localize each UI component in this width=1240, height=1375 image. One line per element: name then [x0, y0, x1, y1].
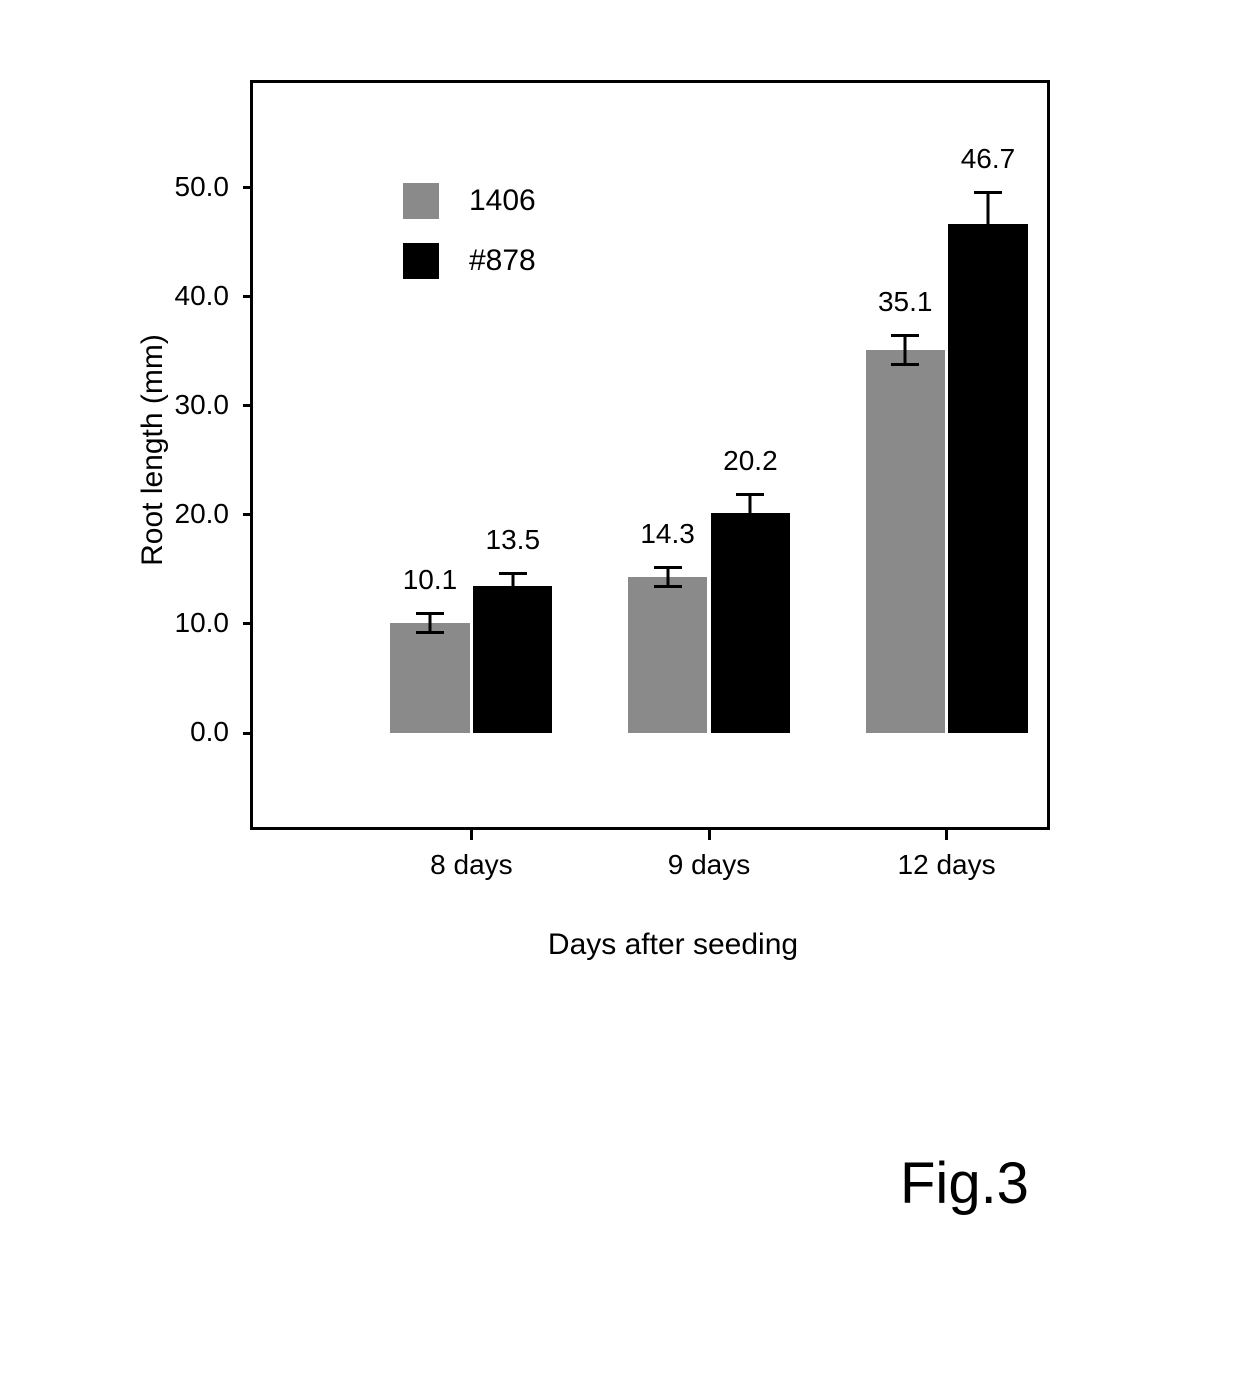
- x-tick: [708, 830, 711, 840]
- bar: 46.7: [948, 224, 1027, 733]
- error-cap: [736, 493, 764, 496]
- y-tick: [243, 295, 253, 298]
- bar-value-label: 20.2: [723, 445, 778, 477]
- bar-value-label: 46.7: [961, 143, 1016, 175]
- error-bar: [749, 493, 752, 532]
- error-cap: [416, 612, 444, 615]
- bar-value-label: 13.5: [486, 524, 541, 556]
- y-tick: [243, 404, 253, 407]
- y-tick: [243, 513, 253, 516]
- bar-value-label: 14.3: [640, 518, 695, 550]
- error-cap: [499, 597, 527, 600]
- error-cap: [499, 572, 527, 575]
- figure-caption: Fig.3: [900, 1150, 1029, 1217]
- error-cap: [891, 363, 919, 366]
- bar: 35.1: [866, 350, 945, 733]
- chart-frame: 10.113.514.320.235.146.7 0.010.020.030.0…: [250, 80, 1050, 830]
- bar: 10.1: [390, 623, 469, 733]
- y-tick-label: 50.0: [175, 171, 230, 203]
- bar-value-label: 10.1: [403, 564, 458, 596]
- legend-swatch: [403, 243, 439, 279]
- bar-value-label: 35.1: [878, 286, 933, 318]
- legend-label: 1406: [469, 184, 536, 218]
- y-tick-label: 10.0: [175, 607, 230, 639]
- error-bar: [986, 191, 989, 256]
- y-axis-label: Root length (mm): [136, 334, 170, 566]
- error-cap: [654, 585, 682, 588]
- y-tick: [243, 732, 253, 735]
- y-tick-label: 30.0: [175, 389, 230, 421]
- legend-swatch: [403, 183, 439, 219]
- error-cap: [974, 253, 1002, 256]
- y-tick: [243, 186, 253, 189]
- page: 10.113.514.320.235.146.7 0.010.020.030.0…: [0, 0, 1240, 1375]
- bar: 14.3: [628, 577, 707, 733]
- y-tick: [243, 622, 253, 625]
- x-tick: [945, 830, 948, 840]
- plot-area: 10.113.514.320.235.146.7: [313, 133, 1033, 733]
- error-cap: [416, 631, 444, 634]
- error-cap: [974, 191, 1002, 194]
- bar: 13.5: [473, 586, 552, 733]
- y-tick-label: 20.0: [175, 498, 230, 530]
- bar: 20.2: [711, 513, 790, 733]
- x-tick: [470, 830, 473, 840]
- error-cap: [654, 566, 682, 569]
- y-tick-label: 0.0: [190, 716, 229, 748]
- error-cap: [736, 529, 764, 532]
- error-cap: [891, 334, 919, 337]
- x-tick-label: 12 days: [898, 849, 996, 881]
- error-bar: [511, 572, 514, 600]
- x-axis-label: Days after seeding: [548, 928, 798, 962]
- x-tick-label: 8 days: [430, 849, 513, 881]
- legend-label: #878: [469, 244, 536, 278]
- error-bar: [904, 334, 907, 367]
- y-tick-label: 40.0: [175, 280, 230, 312]
- x-tick-label: 9 days: [668, 849, 751, 881]
